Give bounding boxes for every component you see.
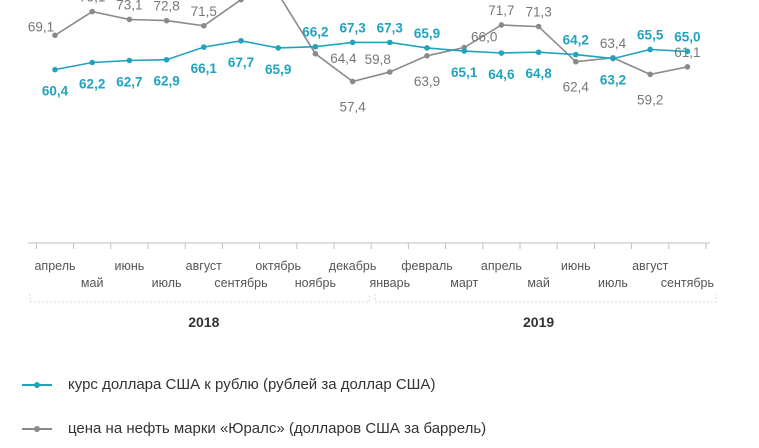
x-tick-label: июнь [561, 259, 591, 273]
data-label-usd-rub: 65,1 [451, 65, 478, 80]
data-label-urals: 71,7 [488, 3, 514, 18]
year-bracket [374, 294, 717, 303]
data-label-usd-rub: 64,2 [563, 33, 589, 48]
data-point-usd-rub [387, 39, 393, 46]
x-tick-label: октябрь [255, 259, 301, 273]
data-label-urals: 63,4 [600, 36, 627, 51]
legend-item-usd-rub: курс доллара США к рублю (рублей за долл… [22, 376, 435, 393]
data-label-urals: 63,9 [414, 74, 440, 89]
x-tick-label: ноябрь [295, 276, 336, 290]
data-point-usd-rub [89, 59, 95, 66]
data-point-usd-rub [498, 50, 505, 56]
data-point-usd-rub [461, 48, 468, 54]
data-point-urals [89, 8, 95, 15]
data-point-urals [238, 0, 244, 3]
data-point-usd-rub [238, 37, 244, 44]
x-tick-label: март [450, 276, 478, 290]
data-point-usd-rub [610, 55, 616, 62]
x-tick-label: декабрь [329, 259, 377, 273]
x-tick-label: февраль [401, 259, 453, 273]
data-label-urals: 72,8 [153, 0, 179, 14]
x-tick-label: сентябрь [214, 276, 267, 290]
x-tick-label: январь [370, 276, 411, 290]
legend-label-usd-rub: курс доллара США к рублю (рублей за долл… [68, 376, 436, 393]
x-tick-label: май [527, 276, 550, 290]
data-point-urals [684, 64, 691, 70]
year-bracket [29, 294, 370, 303]
data-label-usd-rub: 62,7 [116, 75, 142, 90]
data-label-urals: 59,2 [637, 92, 663, 107]
data-label-usd-rub: 63,2 [600, 73, 626, 88]
data-label-usd-rub: 67,3 [377, 20, 404, 35]
legend-swatch-usd-rub [22, 379, 52, 391]
data-point-urals [349, 78, 356, 85]
data-label-usd-rub: 65,9 [265, 62, 291, 77]
legend-swatch-urals [22, 423, 52, 435]
data-point-usd-rub [573, 51, 579, 58]
x-tick-label: апрель [481, 259, 522, 273]
legend-label-urals: цена на нефть марки «Юралс» (долларов СШ… [68, 420, 487, 437]
data-label-usd-rub: 67,3 [339, 20, 366, 35]
x-tick-label: апрель [34, 259, 75, 273]
data-point-urals [163, 17, 170, 24]
data-label-usd-rub: 60,4 [42, 84, 69, 99]
data-point-usd-rub [201, 44, 207, 50]
data-label-usd-rub: 67,7 [228, 55, 254, 70]
data-point-usd-rub [312, 43, 319, 50]
data-label-usd-rub: 65,9 [414, 26, 440, 41]
legend-item-urals: цена на нефть марки «Юралс» (долларов СШ… [22, 420, 486, 437]
data-label-urals: 69,1 [28, 19, 54, 34]
data-point-urals [126, 16, 133, 23]
data-point-urals [647, 71, 653, 78]
series-line-urals [54, 0, 688, 83]
data-label-urals: 71,3 [525, 5, 551, 20]
data-label-usd-rub: 64,8 [525, 66, 552, 81]
data-point-urals [498, 22, 505, 28]
data-label-urals: 59,8 [365, 52, 391, 67]
data-point-usd-rub [647, 46, 653, 53]
series-line-usd-rub [54, 39, 688, 71]
data-label-usd-rub: 66,2 [302, 25, 328, 40]
x-tick-label: июль [152, 276, 182, 290]
x-tick-label: август [186, 259, 223, 273]
x-tick-label: август [632, 259, 669, 273]
data-label-urals: 64,4 [330, 51, 357, 66]
data-label-usd-rub: 62,9 [153, 74, 179, 89]
data-label-usd-rub: 66,1 [191, 61, 218, 76]
data-point-usd-rub [275, 45, 282, 51]
data-point-usd-rub [163, 56, 170, 63]
x-tick-label: май [81, 276, 104, 290]
data-label-urals: 73,1 [116, 0, 142, 12]
data-point-usd-rub [126, 57, 133, 64]
data-point-usd-rub [52, 66, 58, 73]
data-label-usd-rub: 65,5 [637, 27, 664, 42]
year-label: 2019 [523, 314, 554, 330]
data-point-usd-rub [349, 39, 356, 46]
x-tick-label: июнь [115, 259, 145, 273]
data-label-usd-rub: 62,2 [79, 77, 105, 92]
x-tick-label: сентябрь [661, 276, 714, 290]
data-point-usd-rub [535, 49, 542, 56]
data-label-urals: 62,4 [563, 80, 590, 95]
data-label-urals: 75,1 [79, 0, 105, 5]
data-point-usd-rub [424, 45, 430, 51]
data-point-urals [201, 22, 207, 29]
data-point-urals [535, 23, 542, 30]
data-point-urals [312, 51, 319, 57]
data-label-usd-rub: 64,6 [488, 67, 515, 82]
x-tick-label: июль [598, 276, 628, 290]
data-label-urals: 71,5 [191, 4, 217, 19]
year-label: 2018 [188, 314, 219, 330]
data-point-urals [424, 52, 430, 59]
data-label-urals: 66,0 [471, 30, 497, 45]
data-point-usd-rub [684, 48, 691, 55]
data-point-urals [52, 32, 58, 39]
data-point-urals [387, 69, 393, 75]
data-label-usd-rub: 65,0 [674, 29, 700, 44]
data-point-urals [573, 58, 579, 65]
data-label-urals: 57,4 [339, 99, 366, 114]
